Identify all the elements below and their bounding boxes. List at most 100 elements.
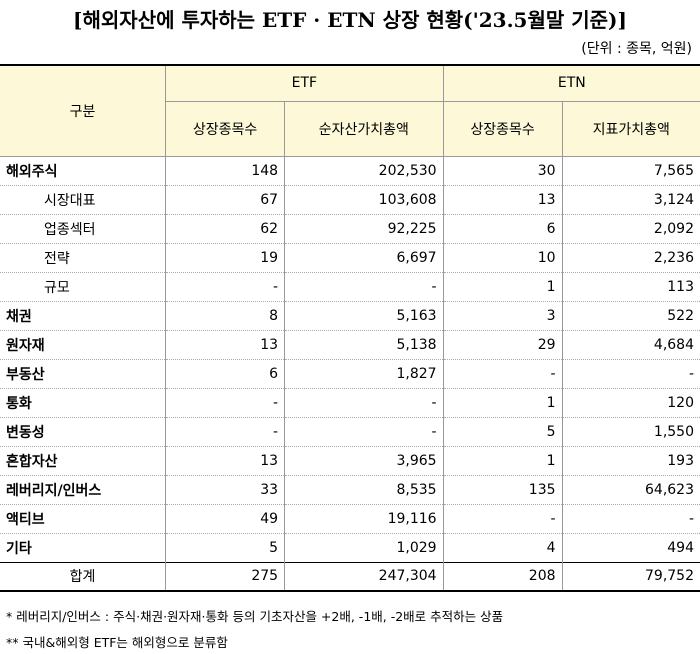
- cell: 202,530: [284, 155, 444, 186]
- cell: 275: [165, 561, 286, 592]
- row-label: 시장대표: [0, 184, 167, 215]
- column-header: 상장종목수: [165, 100, 286, 157]
- cell: 33: [165, 474, 286, 505]
- group-header: ETF: [165, 64, 444, 102]
- table-row: 변동성 - -5 1,550: [0, 416, 700, 447]
- cell: 10: [442, 242, 563, 273]
- cell: 2,236: [561, 242, 700, 273]
- cell: 13: [165, 329, 286, 360]
- cell: 494: [561, 532, 700, 563]
- column-header: 순자산가치총액: [284, 100, 444, 157]
- row-label: 통화: [0, 387, 167, 418]
- table: 구분 ETF ETN 상장종목수 순자산가치총액 상장종목수 지표가치총액 해외…: [0, 64, 700, 592]
- row-label: 기타: [0, 532, 167, 563]
- cell: 19: [165, 242, 286, 273]
- note: ** 국내&해외형 ETF는 해외형으로 분류함: [6, 635, 228, 650]
- cell: 522: [561, 300, 700, 331]
- cell: 208: [442, 561, 563, 592]
- cell: 79,752: [561, 561, 700, 592]
- table-row: 액티브 49 19,116- -: [0, 503, 700, 534]
- cell: -: [284, 387, 444, 418]
- cell: 13: [442, 184, 563, 215]
- row-label: 합계: [0, 561, 167, 592]
- cell: 5,163: [284, 300, 444, 331]
- cell: 6,697: [284, 242, 444, 273]
- table-row: 시장대표 67 103,608 13 3,124: [0, 184, 700, 215]
- cell: 1,550: [561, 416, 700, 447]
- cell: 148: [165, 155, 286, 186]
- cell: 29: [442, 329, 563, 360]
- table-row: 부동산 6 1,827- -: [0, 358, 700, 389]
- cell: 1: [442, 445, 563, 476]
- table-row: 통화 - -1 120: [0, 387, 700, 418]
- cell: 103,608: [284, 184, 444, 215]
- cell: -: [284, 416, 444, 447]
- table-row: 업종섹터 62 92,225 6 2,092: [0, 213, 700, 244]
- cell: -: [561, 358, 700, 389]
- cell: 49: [165, 503, 286, 534]
- cell: 5: [165, 532, 286, 563]
- row-label: 해외주식: [0, 155, 167, 186]
- row-label: 레버리지/인버스: [0, 474, 167, 505]
- cell: 4,684: [561, 329, 700, 360]
- title: [해외자산에 투자하는 ETF · ETN 상장 현황('23.5월말 기준)]: [73, 8, 627, 32]
- column-header: 상장종목수: [442, 100, 563, 157]
- cell: -: [165, 416, 286, 447]
- cell: 2,092: [561, 213, 700, 244]
- cell: 4: [442, 532, 563, 563]
- cell: 8,535: [284, 474, 444, 505]
- cell: 1: [442, 387, 563, 418]
- cell: 5: [442, 416, 563, 447]
- table-row: 전략 19 6,697 10 2,236: [0, 242, 700, 273]
- row-label: 규모: [0, 271, 167, 302]
- table-row: 합계 275 247,304 208 79,752: [0, 561, 700, 592]
- row-label: 업종섹터: [0, 213, 167, 244]
- table-row: 레버리지/인버스 33 8,535 135 64,623: [0, 474, 700, 505]
- row-label: 액티브: [0, 503, 167, 534]
- cell: 5,138: [284, 329, 444, 360]
- row-label: 부동산: [0, 358, 167, 389]
- cell: 19,116: [284, 503, 444, 534]
- cell: 1,029: [284, 532, 444, 563]
- cell: 135: [442, 474, 563, 505]
- table-row: 채권 8 5,163 3 522: [0, 300, 700, 331]
- cell: 1,827: [284, 358, 444, 389]
- row-label: 원자재: [0, 329, 167, 360]
- cell: 13: [165, 445, 286, 476]
- cell: -: [165, 387, 286, 418]
- cell: -: [442, 358, 563, 389]
- cell: 1: [442, 271, 563, 302]
- table-row: 원자재 13 5,138 29 4,684: [0, 329, 700, 360]
- column-header: 지표가치총액: [561, 100, 700, 157]
- table-row: 혼합자산 13 3,965 1 193: [0, 445, 700, 476]
- table-row: 기타 5 1,029 4 494: [0, 532, 700, 563]
- cell: 3,965: [284, 445, 444, 476]
- cell: 7,565: [561, 155, 700, 186]
- row-label: 혼합자산: [0, 445, 167, 476]
- cell: 6: [442, 213, 563, 244]
- cell: -: [561, 503, 700, 534]
- row-label: 변동성: [0, 416, 167, 447]
- cell: -: [284, 271, 444, 302]
- cell: 8: [165, 300, 286, 331]
- cell: 3,124: [561, 184, 700, 215]
- cell: 6: [165, 358, 286, 389]
- cell: 30: [442, 155, 563, 186]
- cell: 3: [442, 300, 563, 331]
- cell: -: [442, 503, 563, 534]
- cell: 113: [561, 271, 700, 302]
- cell: 64,623: [561, 474, 700, 505]
- cell: 92,225: [284, 213, 444, 244]
- table-row: 규모 - -1 113: [0, 271, 700, 302]
- cell: -: [165, 271, 286, 302]
- row-label: 전략: [0, 242, 167, 273]
- cell: 193: [561, 445, 700, 476]
- unit: (단위 : 종목, 억원): [581, 41, 692, 57]
- cell: 120: [561, 387, 700, 418]
- table-row: 해외주식 148 202,530 30 7,565: [0, 155, 700, 186]
- note: * 레버리지/인버스 : 주식·채권·원자재·통화 등의 기초자산을 +2배, …: [6, 609, 504, 624]
- cell: 247,304: [284, 561, 444, 592]
- cell: 67: [165, 184, 286, 215]
- group-header: ETN: [442, 64, 700, 102]
